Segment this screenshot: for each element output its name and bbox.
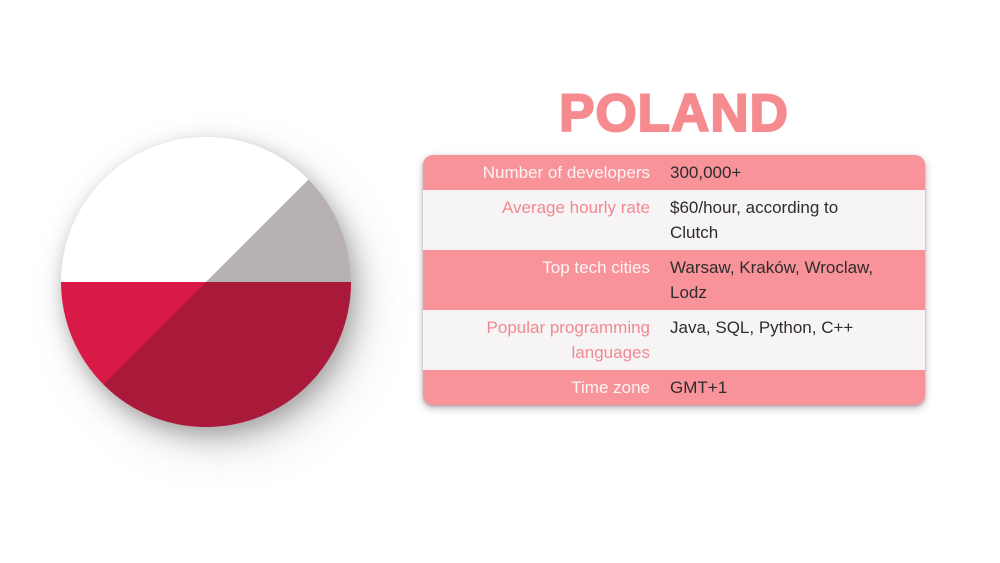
row-value: Java, SQL, Python, C++ [670, 318, 854, 337]
table-row-popular-programming-languages: Popular programming languages Java, SQL,… [423, 310, 925, 370]
table-row-average-hourly-rate: Average hourly rate $60/hour, according … [423, 190, 925, 250]
row-label: Top tech cities [542, 258, 650, 277]
row-value: 300,000+ [670, 163, 742, 182]
table-row-time-zone: Time zone GMT+1 [423, 370, 925, 405]
row-label: Number of developers [482, 163, 650, 182]
row-label: Average hourly rate [501, 198, 650, 217]
poland-flag-icon [61, 137, 351, 427]
row-value: $60/hour, according to Clutch [670, 198, 839, 242]
table-row-top-tech-cities: Top tech cities Warsaw, Kraków, Wroclaw,… [423, 250, 925, 310]
row-label: Popular programming languages [486, 318, 650, 362]
row-value: GMT+1 [670, 378, 728, 397]
row-value: Warsaw, Kraków, Wroclaw, Lodz [670, 258, 874, 302]
row-label: Time zone [571, 378, 650, 397]
poland-flag-circle-icon [61, 137, 351, 427]
flag-red-stripe-shadow [61, 282, 351, 427]
table-row-number-of-developers: Number of developers 300,000+ [423, 155, 925, 190]
page-title: POLAND [558, 84, 789, 143]
country-info-table: Number of developers 300,000+ Average ho… [423, 155, 925, 405]
